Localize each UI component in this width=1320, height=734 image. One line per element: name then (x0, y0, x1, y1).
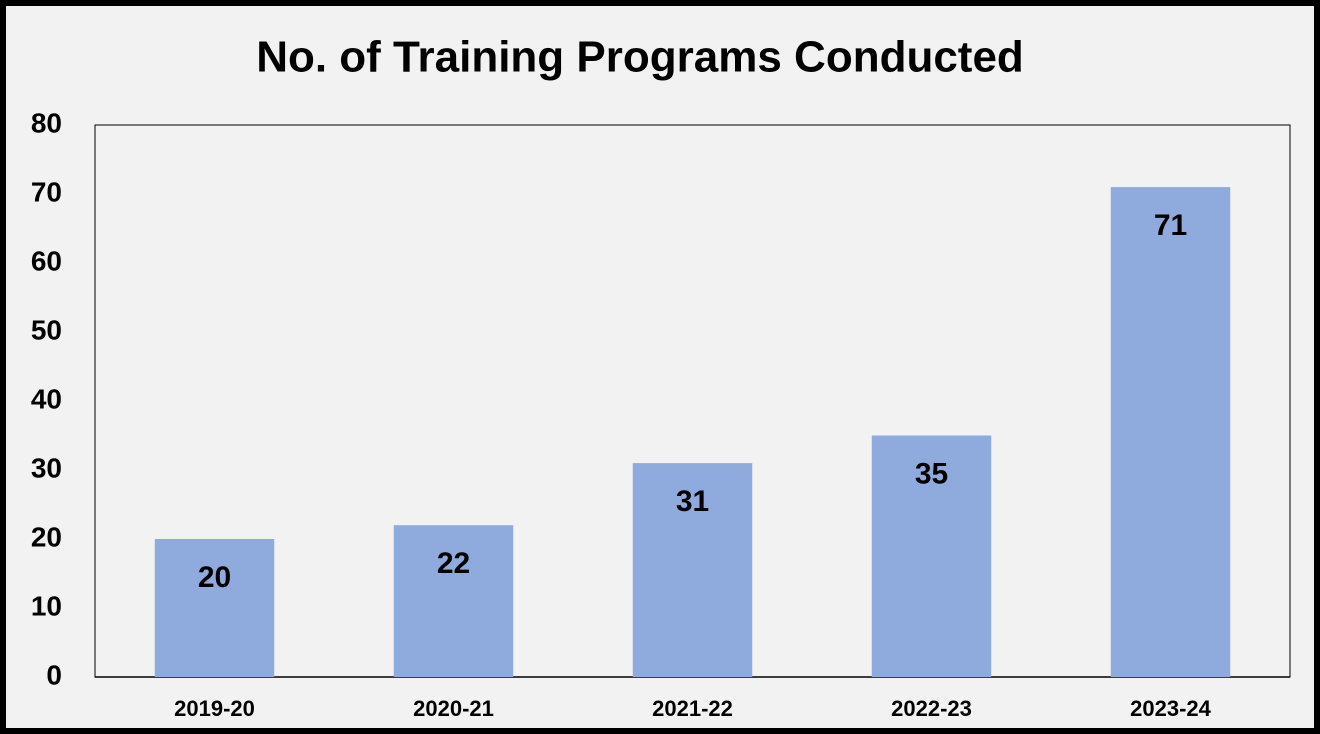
data-label: 31 (676, 485, 709, 518)
y-tick-label: 60 (31, 245, 62, 276)
x-tick-label: 2023-24 (1130, 696, 1212, 721)
y-tick-label: 20 (31, 521, 62, 552)
chart-title: No. of Training Programs Conducted (256, 33, 1024, 82)
y-tick-label: 40 (31, 383, 62, 414)
y-tick-label: 80 (31, 107, 62, 138)
y-tick-label: 30 (31, 452, 62, 483)
y-tick-label: 70 (31, 176, 62, 207)
x-tick-label: 2021-22 (652, 696, 733, 721)
y-tick-label: 0 (46, 659, 62, 690)
data-label: 22 (437, 547, 470, 580)
bar (393, 525, 514, 677)
y-tick-label: 50 (31, 314, 62, 345)
bar (1110, 187, 1231, 677)
x-tick-label: 2019-20 (174, 696, 255, 721)
x-tick-label: 2022-23 (891, 696, 972, 721)
data-label: 71 (1154, 209, 1187, 242)
bar (154, 539, 275, 677)
data-label: 20 (198, 561, 231, 594)
y-tick-label: 10 (31, 590, 62, 621)
bar (871, 435, 992, 677)
bar (632, 463, 753, 677)
data-label: 35 (915, 457, 948, 490)
x-tick-label: 2020-21 (413, 696, 494, 721)
